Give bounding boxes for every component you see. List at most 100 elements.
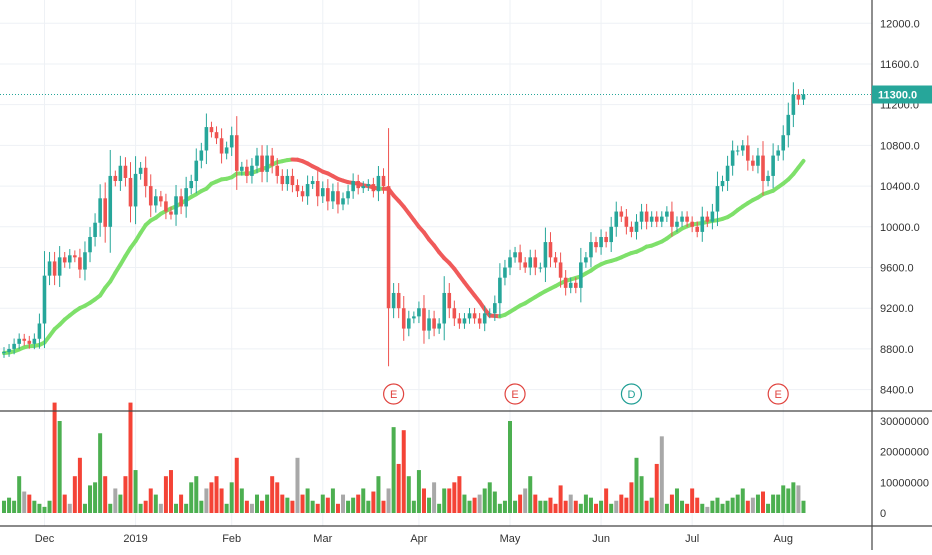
volume-bar[interactable]	[771, 495, 775, 513]
candle-body[interactable]	[382, 176, 386, 186]
candle-body[interactable]	[402, 308, 406, 328]
volume-bar[interactable]	[321, 495, 325, 513]
volume-bar[interactable]	[179, 495, 183, 513]
volume-bar[interactable]	[17, 476, 21, 513]
candle-body[interactable]	[539, 268, 543, 269]
volume-bar[interactable]	[108, 504, 112, 513]
volume-bar[interactable]	[741, 488, 745, 513]
candle-body[interactable]	[108, 176, 112, 227]
candle-body[interactable]	[503, 268, 507, 278]
candle-body[interactable]	[706, 217, 710, 222]
candle-body[interactable]	[124, 166, 128, 178]
candle-body[interactable]	[68, 255, 72, 262]
volume-bar[interactable]	[721, 504, 725, 513]
volume-bar[interactable]	[452, 482, 456, 513]
candle-body[interactable]	[432, 318, 436, 328]
candle-body[interactable]	[311, 181, 315, 184]
volume-bar[interactable]	[78, 458, 82, 513]
candle-body[interactable]	[331, 191, 335, 201]
candle-body[interactable]	[528, 257, 532, 267]
candle-body[interactable]	[650, 217, 654, 222]
candle-body[interactable]	[736, 150, 740, 151]
volume-bar[interactable]	[392, 427, 396, 513]
volume-bar[interactable]	[650, 498, 654, 513]
volume-bar[interactable]	[543, 501, 547, 513]
candle-body[interactable]	[721, 181, 725, 186]
candle-body[interactable]	[665, 212, 669, 217]
volume-bar[interactable]	[245, 501, 249, 513]
candle-body[interactable]	[620, 212, 624, 217]
volume-bar[interactable]	[285, 498, 289, 513]
volume-bar[interactable]	[301, 495, 305, 513]
candle-body[interactable]	[518, 252, 522, 262]
volume-bar[interactable]	[42, 507, 46, 513]
candle-body[interactable]	[33, 339, 37, 344]
volume-bar[interactable]	[169, 470, 173, 513]
volume-bar[interactable]	[609, 504, 613, 513]
volume-bar[interactable]	[326, 498, 330, 513]
candle-body[interactable]	[38, 323, 42, 338]
volume-bar[interactable]	[478, 495, 482, 513]
candle-body[interactable]	[230, 135, 234, 147]
volume-bar[interactable]	[351, 498, 355, 513]
volume-bar[interactable]	[685, 504, 689, 513]
candle-body[interactable]	[463, 318, 467, 323]
volume-bar[interactable]	[786, 488, 790, 513]
candle-body[interactable]	[453, 308, 457, 318]
volume-bar[interactable]	[457, 476, 461, 513]
volume-bar[interactable]	[12, 501, 16, 513]
volume-bar[interactable]	[103, 476, 107, 513]
candle-body[interactable]	[523, 262, 527, 267]
volume-bar[interactable]	[599, 501, 603, 513]
candle-body[interactable]	[48, 261, 52, 275]
volume-bar[interactable]	[290, 501, 294, 513]
candle-body[interactable]	[281, 176, 285, 184]
candle-body[interactable]	[255, 156, 259, 166]
volume-bar[interactable]	[154, 495, 158, 513]
volume-bar[interactable]	[594, 504, 598, 513]
volume-series[interactable]	[2, 403, 805, 513]
candle-body[interactable]	[392, 293, 396, 308]
candle-body[interactable]	[544, 242, 548, 267]
volume-bar[interactable]	[447, 488, 451, 513]
candle-body[interactable]	[640, 212, 644, 222]
candle-body[interactable]	[766, 176, 770, 181]
candle-body[interactable]	[387, 186, 391, 308]
candle-body[interactable]	[220, 138, 224, 153]
volume-bar[interactable]	[781, 485, 785, 513]
volume-bar[interactable]	[468, 501, 472, 513]
volume-bar[interactable]	[503, 501, 507, 513]
candle-body[interactable]	[88, 237, 92, 252]
candle-body[interactable]	[326, 188, 330, 201]
candle-body[interactable]	[7, 349, 11, 352]
volume-bar[interactable]	[508, 421, 512, 513]
volume-bar[interactable]	[53, 403, 57, 513]
volume-bar[interactable]	[402, 430, 406, 513]
volume-bar[interactable]	[260, 501, 264, 513]
volume-bar[interactable]	[215, 476, 219, 513]
candle-body[interactable]	[473, 313, 477, 318]
volume-bar[interactable]	[695, 498, 699, 513]
candle-body[interactable]	[159, 196, 163, 201]
candle-body[interactable]	[215, 132, 219, 138]
volume-bar[interactable]	[280, 495, 284, 513]
volume-bar[interactable]	[7, 498, 11, 513]
volume-bar[interactable]	[624, 498, 628, 513]
candle-body[interactable]	[604, 237, 608, 242]
volume-bar[interactable]	[670, 495, 674, 513]
candle-body[interactable]	[574, 283, 578, 288]
candle-body[interactable]	[437, 323, 441, 328]
candle-body[interactable]	[22, 339, 26, 341]
volume-bar[interactable]	[680, 501, 684, 513]
candle-body[interactable]	[43, 276, 47, 324]
volume-bar[interactable]	[240, 488, 244, 513]
volume-bar[interactable]	[164, 476, 168, 513]
candle-body[interactable]	[78, 257, 82, 269]
candle-body[interactable]	[771, 156, 775, 176]
volume-bar[interactable]	[341, 495, 345, 513]
volume-bar[interactable]	[336, 504, 340, 513]
candle-body[interactable]	[260, 156, 264, 172]
candle-body[interactable]	[645, 212, 649, 222]
volume-bar[interactable]	[139, 504, 143, 513]
candle-body[interactable]	[670, 212, 674, 227]
